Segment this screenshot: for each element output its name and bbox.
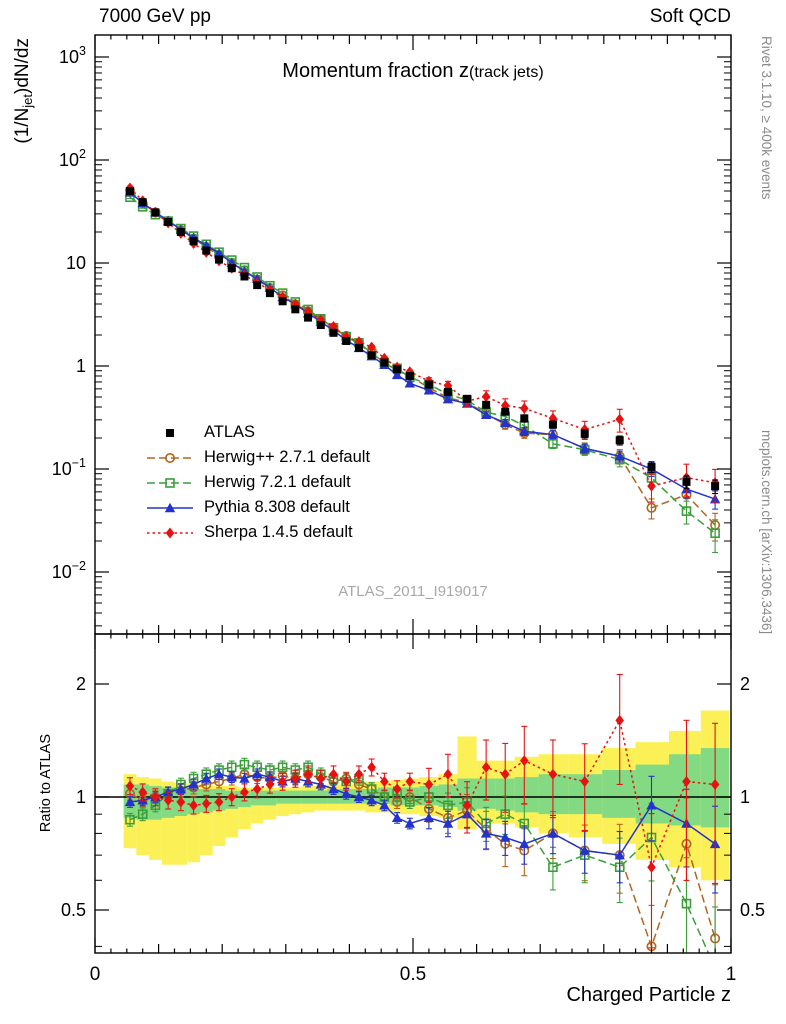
atlas-marker-sample: [166, 428, 174, 437]
ratio-series-sherpa: [125, 673, 720, 949]
top-series-atlas: [125, 187, 720, 495]
legend-entry-herwig7: Herwig 7.2.1 default: [146, 470, 370, 495]
svg-text:0.5: 0.5: [400, 964, 426, 985]
ratio-series-pythia8: [124, 768, 721, 894]
legend-entry-atlas: ATLAS: [146, 420, 370, 445]
svg-text:2: 2: [76, 674, 86, 694]
legend-label-pythia8: Pythia 8.308 default: [204, 498, 350, 516]
pythia8-marker-sample: [147, 502, 193, 512]
legend: ATLAS Herwig++ 2.7.1 default Herwig 7.2.…: [146, 420, 370, 545]
svg-text:0.5: 0.5: [740, 900, 765, 920]
mcplots-reference-note: mcplots.cern.ch [arXiv:1306.3436]: [759, 429, 774, 634]
beam-energy-label: 7000 GeV pp: [99, 6, 211, 27]
herwigpp-marker-sample: [147, 452, 193, 463]
legend-entry-sherpa: Sherpa 1.4.5 default: [146, 520, 370, 545]
axes: 10−2 10−1 1 10 102 103 0.5 0.5 1 1 2 2 0 0.5 1: [52, 34, 765, 985]
analysis-id-watermark: ATLAS_2011_I919017: [338, 583, 488, 600]
x-axis-title: Charged Particle z: [566, 984, 731, 1006]
legend-label-herwig7: Herwig 7.2.1 default: [204, 473, 351, 491]
rivet-version-note: Rivet 3.1.10, ≥ 400k events: [759, 36, 774, 200]
svg-text:0.5: 0.5: [61, 900, 86, 920]
herwig7-marker-sample: [147, 477, 193, 488]
svg-text:2: 2: [740, 674, 750, 694]
svg-text:1: 1: [726, 964, 737, 985]
svg-text:10: 10: [66, 253, 86, 273]
ratio-y-axis-title: Ratio to ATLAS: [38, 734, 54, 833]
svg-text:1: 1: [740, 787, 750, 807]
plot-title-paren: (track jets): [469, 64, 544, 81]
y-axis-subscript: jet: [19, 93, 35, 108]
svg-text:102: 102: [59, 147, 86, 170]
svg-text:1: 1: [76, 356, 86, 376]
legend-label-herwigpp: Herwig++ 2.7.1 default: [204, 448, 371, 466]
svg-text:10−2: 10−2: [52, 559, 86, 582]
legend-label-sherpa: Sherpa 1.4.5 default: [204, 523, 353, 541]
y-axis-suffix: )dN/dz: [12, 38, 33, 94]
svg-text:0: 0: [90, 964, 101, 985]
y-axis-prefix: (1/N: [12, 107, 33, 144]
top-y-axis-title: (1/Njet)dN/dz: [12, 38, 35, 144]
legend-entry-herwigpp: Herwig++ 2.7.1 default: [146, 445, 370, 470]
plot-title-main: Momentum fraction z: [282, 60, 470, 82]
svg-text:1: 1: [76, 787, 86, 807]
sherpa-marker-sample: [147, 527, 193, 538]
svg-text:103: 103: [59, 44, 86, 67]
plot-title: Momentum fraction z(track jets): [95, 60, 731, 83]
legend-label-atlas: ATLAS: [204, 423, 256, 441]
ratio-uncertainty-bands: [123, 710, 730, 881]
legend-entry-pythia8: Pythia 8.308 default: [146, 495, 370, 520]
process-group-label: Soft QCD: [649, 6, 731, 27]
svg-text:10−1: 10−1: [52, 456, 86, 479]
